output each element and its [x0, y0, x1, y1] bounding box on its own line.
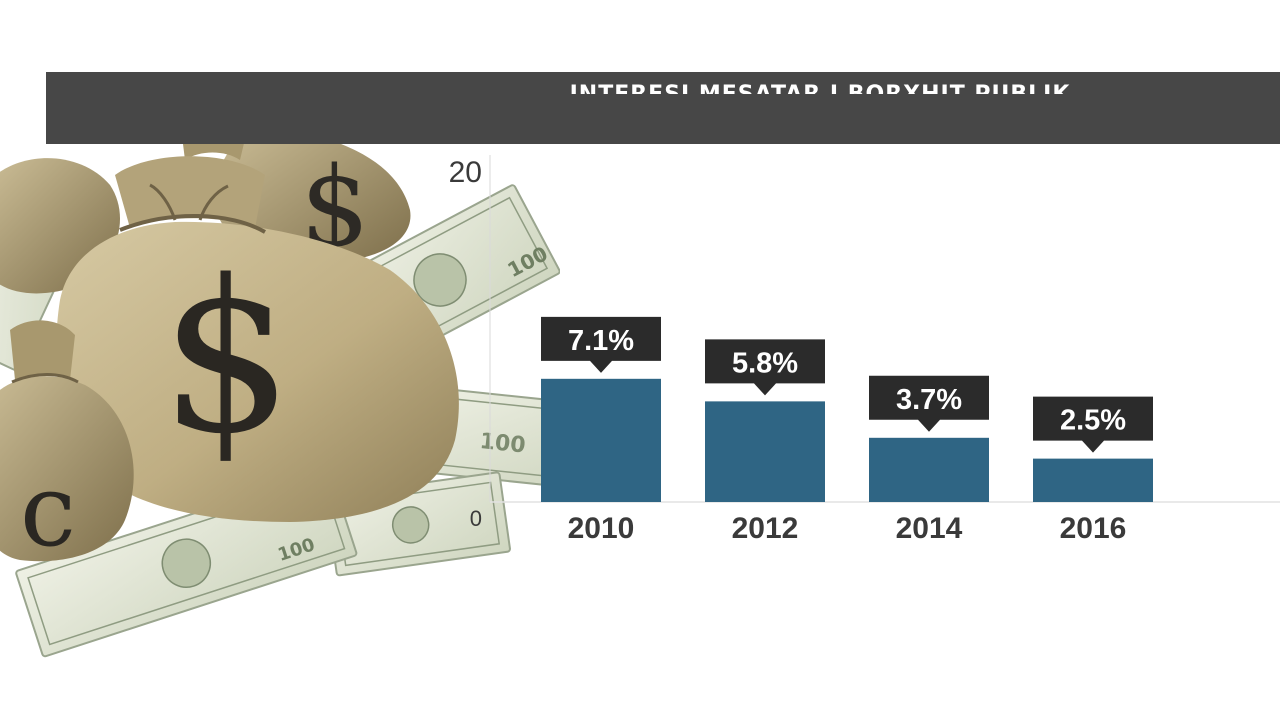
value-callout	[541, 316, 661, 373]
money-bags: $ $ c	[0, 86, 459, 569]
x-tick-label: 2012	[732, 512, 799, 545]
value-callout	[1033, 396, 1153, 453]
value-label: 5.8%	[732, 347, 798, 379]
chart-title: INTERESI MESATAR I BORXHIT PUBLIK	[475, 80, 1165, 94]
x-tick-label: 2010	[568, 512, 635, 545]
bar	[1033, 458, 1153, 502]
svg-text:c: c	[20, 452, 76, 569]
y-tick-label: 0	[470, 506, 482, 531]
value-label: 2.5%	[1060, 405, 1126, 437]
value-callout	[705, 339, 825, 396]
value-callout	[869, 375, 989, 432]
y-tick-label: 20	[449, 156, 482, 189]
x-tick-label: 2014	[896, 512, 963, 545]
value-label: 7.1%	[568, 325, 634, 357]
bar	[869, 437, 989, 502]
title-bar	[46, 72, 1280, 144]
bar	[541, 378, 661, 502]
value-label: 3.7%	[896, 384, 962, 416]
svg-text:100: 100	[478, 429, 526, 459]
svg-text:$: $	[160, 235, 294, 480]
x-tick-label: 2016	[1060, 512, 1127, 545]
bar	[705, 401, 825, 502]
